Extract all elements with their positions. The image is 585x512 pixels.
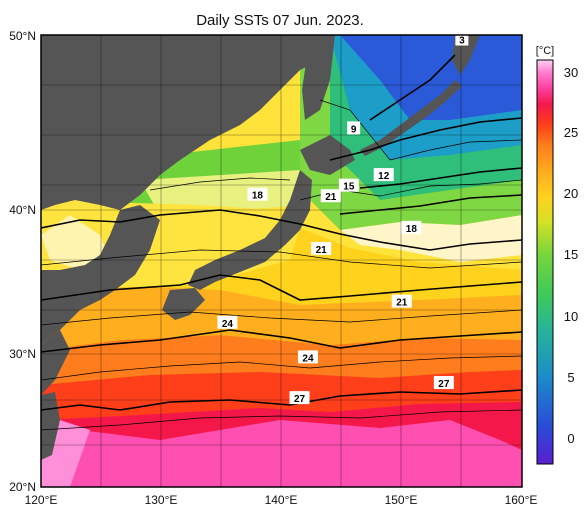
isotherm-label: 18 bbox=[401, 220, 422, 235]
colorbar-tick-10: 10 bbox=[564, 309, 578, 324]
isotherm-label-box bbox=[347, 121, 361, 135]
isotherm-label-text: 9 bbox=[351, 124, 357, 135]
lat-tick-20n: 20°N bbox=[9, 480, 36, 494]
colorbar-tick-15: 15 bbox=[564, 247, 578, 262]
isotherm-label-box bbox=[289, 391, 310, 405]
isotherm-label-box bbox=[311, 241, 332, 255]
isotherm-label-box bbox=[297, 350, 318, 364]
lat-tick-40n: 40°N bbox=[9, 203, 36, 217]
contour-labels: 3 9 12 15 21 18 18 21 21 24 24 27 27 bbox=[217, 35, 469, 405]
map-grid bbox=[41, 35, 522, 487]
lat-tick-30n: 30°N bbox=[9, 347, 36, 361]
colorbar-tick-30: 30 bbox=[564, 65, 578, 80]
isotherm-label-text: 27 bbox=[294, 394, 306, 405]
isotherm-label: 15 bbox=[338, 178, 359, 193]
latitude-axis: 50°N 40°N 30°N 20°N bbox=[9, 29, 36, 494]
isotherm-label-text: 18 bbox=[406, 224, 418, 235]
isotherm-label: 12 bbox=[373, 168, 394, 182]
kuril-islands bbox=[360, 80, 462, 156]
shikoku-kyushu bbox=[162, 288, 205, 320]
isotherm-label-text: 3 bbox=[459, 36, 465, 47]
isotherm-label: 21 bbox=[391, 294, 412, 309]
isotherm-label: 21 bbox=[311, 241, 332, 256]
isotherm-label-text: 21 bbox=[316, 245, 328, 256]
isotherm-label: 18 bbox=[247, 187, 268, 202]
isotherm-label: 27 bbox=[433, 376, 454, 390]
isotherm-label: 24 bbox=[217, 315, 238, 330]
longitude-axis: 120°E 130°E 140°E 150°E 160°E bbox=[25, 493, 538, 507]
colorbar: [°C] 30 25 20 15 10 5 0 bbox=[536, 45, 578, 465]
isotherm-label-text: 21 bbox=[396, 298, 408, 309]
sakhalin bbox=[302, 35, 335, 120]
isotherm-label-box bbox=[373, 168, 394, 182]
map-frame bbox=[40, 34, 523, 488]
isotherm-label-box bbox=[247, 187, 268, 201]
colorbar-unit: [°C] bbox=[536, 45, 554, 57]
colorbar-tick-20: 20 bbox=[564, 186, 578, 201]
isotherm-label-box bbox=[455, 35, 469, 46]
isotherm-label-box bbox=[217, 315, 238, 329]
lon-tick-150e: 150°E bbox=[385, 493, 418, 507]
isotherm-label-text: 12 bbox=[378, 171, 390, 182]
isotherm-label-box bbox=[401, 220, 422, 234]
isotherm-label-text: 24 bbox=[222, 319, 234, 330]
lat-tick-50n: 50°N bbox=[9, 29, 36, 43]
lon-tick-160e: 160°E bbox=[505, 493, 538, 507]
isotherm-label: 24 bbox=[297, 350, 318, 364]
isotherm-label-box bbox=[433, 376, 454, 390]
isotherm-label: 21 bbox=[320, 189, 341, 203]
colorbar-ramp bbox=[536, 59, 554, 465]
isotherm-label-text: 27 bbox=[438, 379, 450, 390]
isotherm-label: 3 bbox=[455, 35, 469, 47]
lon-tick-140e: 140°E bbox=[265, 493, 298, 507]
isotherm-label: 9 bbox=[347, 121, 361, 135]
contour-lines bbox=[41, 54, 522, 431]
asia-continent bbox=[41, 35, 330, 210]
small-island bbox=[184, 121, 196, 131]
isotherm-label-text: 18 bbox=[252, 191, 264, 202]
isotherm-label-text: 15 bbox=[343, 182, 355, 193]
isotherm-label-text: 21 bbox=[325, 192, 337, 203]
colorbar-tick-25: 25 bbox=[564, 125, 578, 140]
isotherm-label-box bbox=[320, 189, 341, 203]
isotherm-label: 27 bbox=[289, 391, 310, 405]
chart-title: Daily SSTs 07 Jun. 2023. bbox=[196, 12, 364, 29]
map-area: 3 9 12 15 21 18 18 21 21 24 24 27 27 bbox=[41, 35, 522, 487]
isotherm-label-box bbox=[338, 178, 359, 192]
colorbar-tick-0: 0 bbox=[567, 431, 574, 446]
lon-tick-120e: 120°E bbox=[25, 493, 58, 507]
colorbar-tick-5: 5 bbox=[567, 370, 574, 385]
isotherm-label-text: 24 bbox=[302, 353, 314, 364]
isotherm-label-box bbox=[391, 294, 412, 308]
lon-tick-130e: 130°E bbox=[145, 493, 178, 507]
